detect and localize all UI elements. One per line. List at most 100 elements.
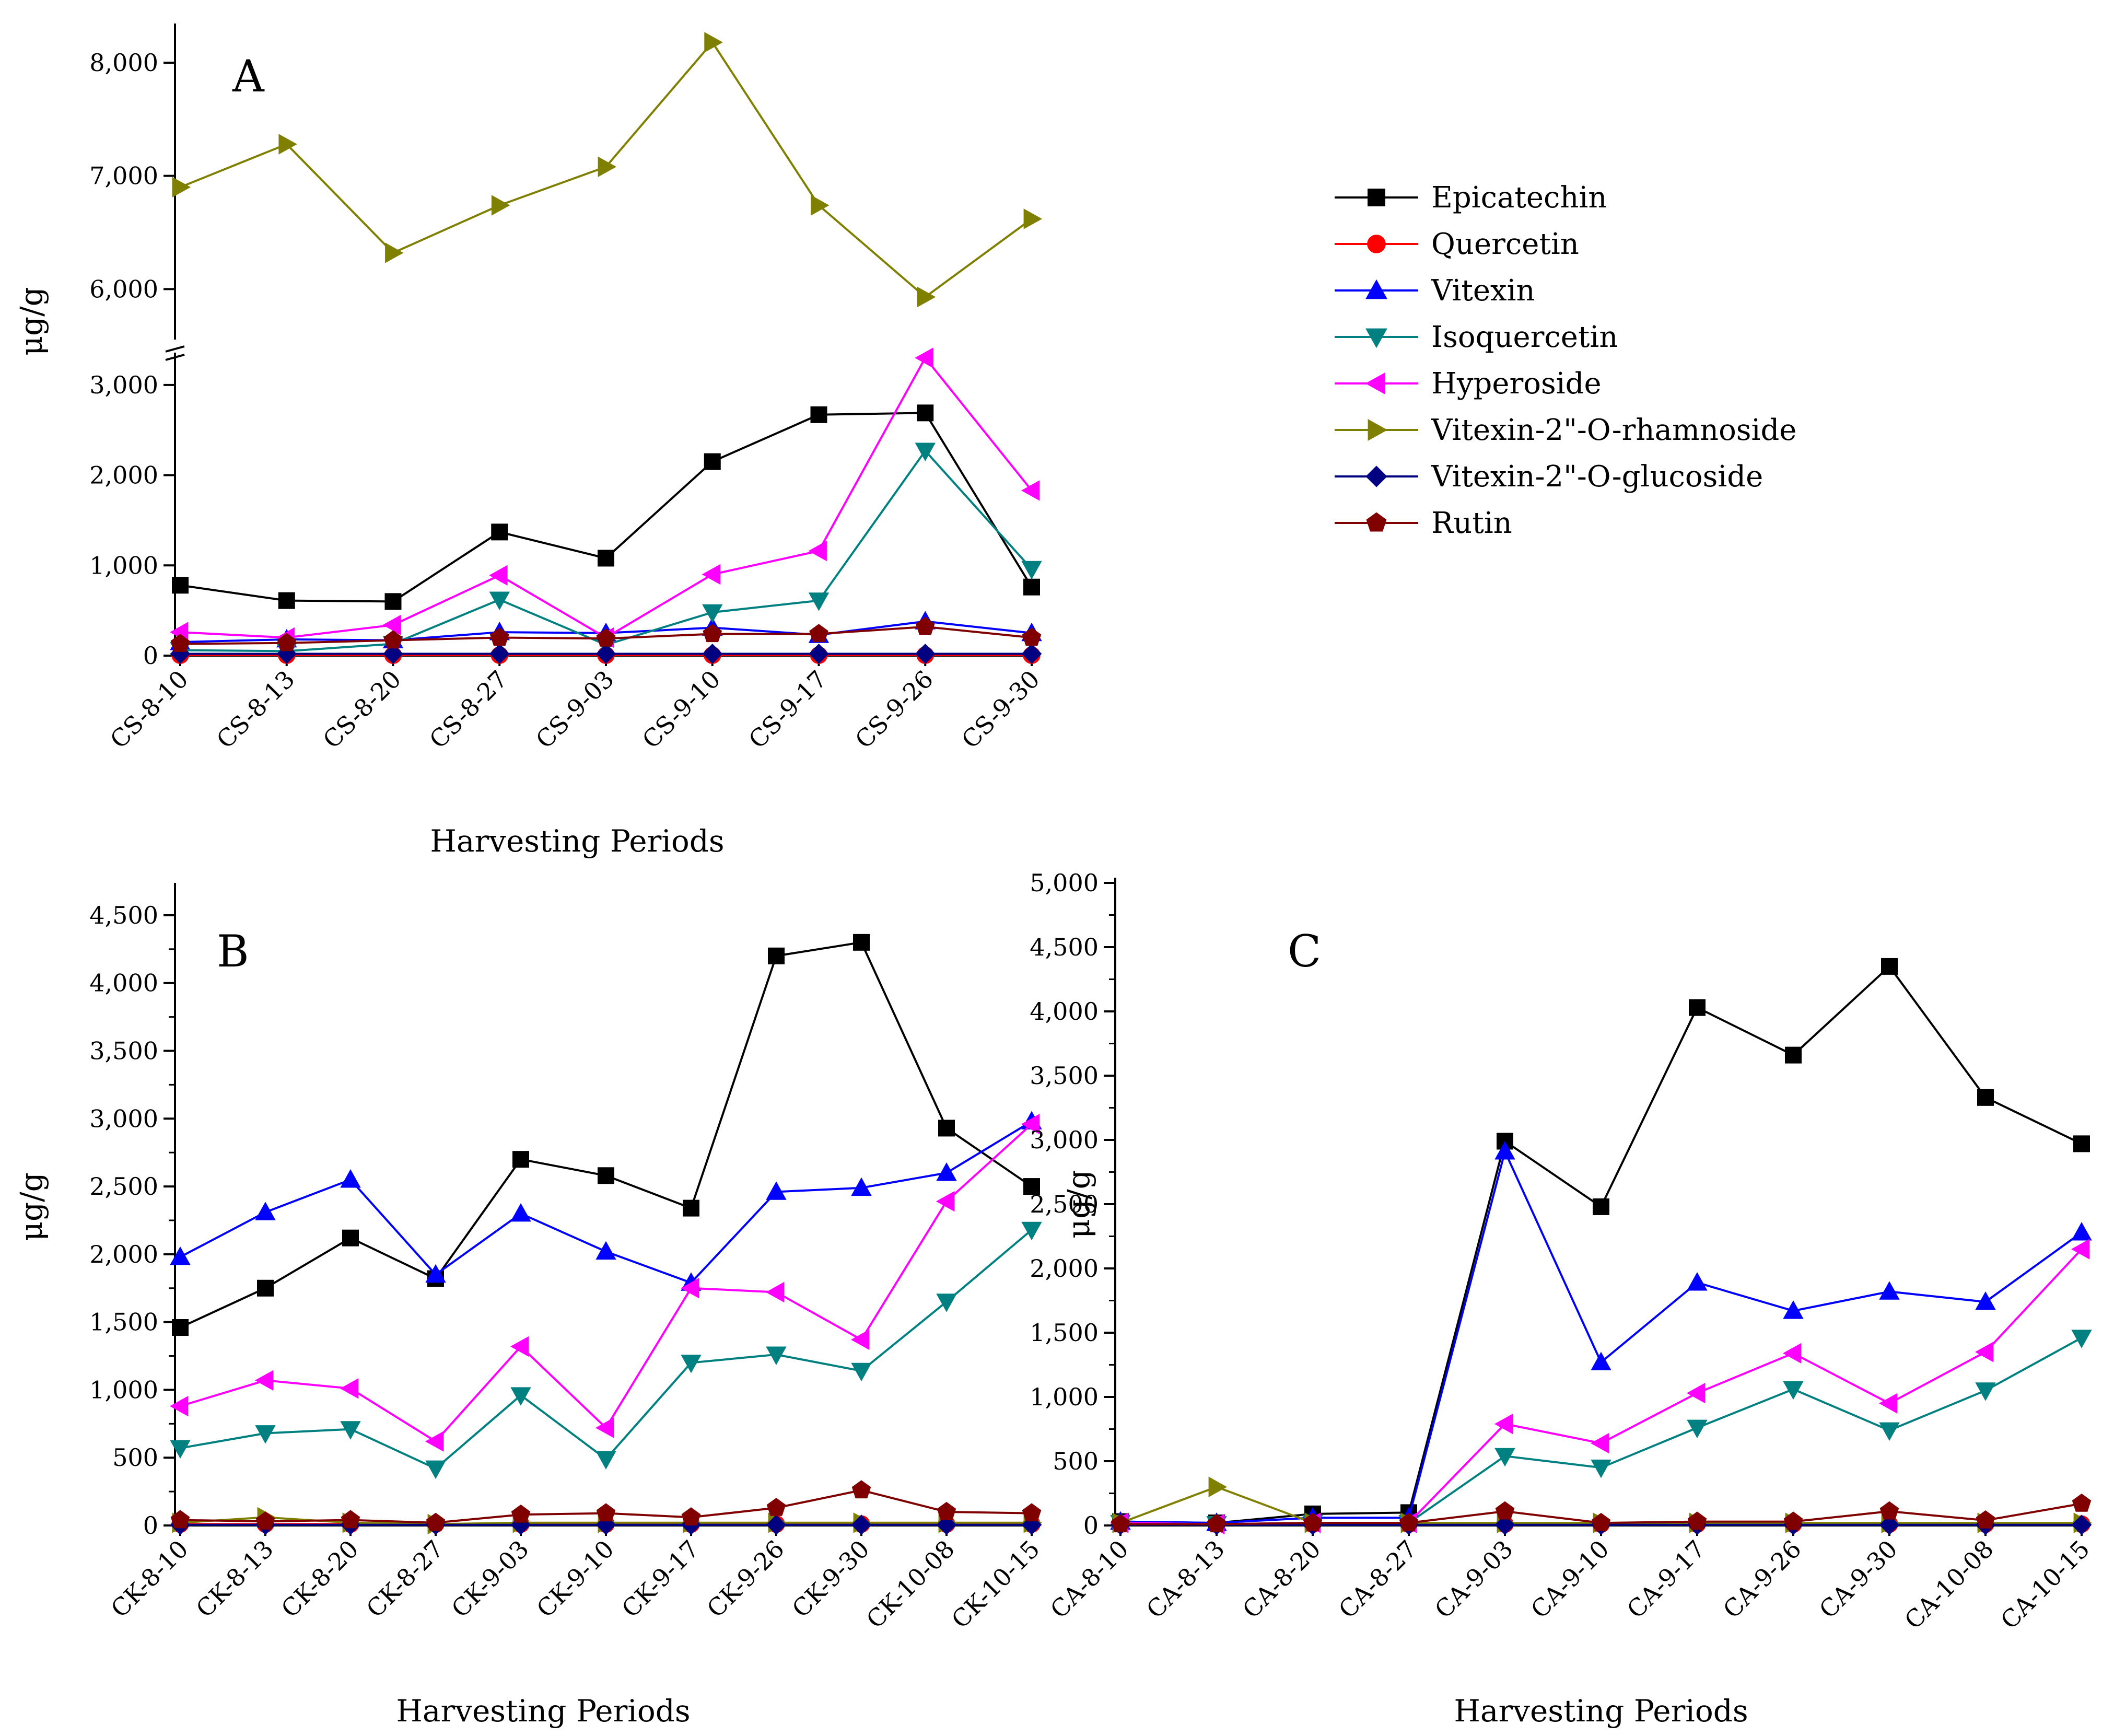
panel-b-data-point	[936, 1514, 957, 1535]
panel-b-x-axis-title: Harvesting Periods	[396, 1693, 690, 1729]
panel-c-data-point	[1783, 1381, 1804, 1400]
panel-a-data-point	[489, 644, 510, 664]
legend-swatch-marker	[1365, 328, 1387, 348]
panel-a-data-point	[1023, 208, 1043, 229]
panel-b-data-point	[512, 1151, 529, 1168]
panel-b-data-point	[938, 1120, 955, 1137]
panel-a-data-point	[702, 564, 721, 585]
panel-b-data-point	[170, 1510, 190, 1529]
panel-c-y-tick-label: 500	[1053, 1447, 1099, 1475]
panel-a-data-point	[1021, 480, 1040, 501]
panel-b-data-point	[1023, 1178, 1040, 1195]
panel-b-data-point	[766, 1498, 786, 1516]
panel-c-y-tick-label: 0	[1083, 1511, 1099, 1540]
legend-swatch-marker	[1366, 512, 1387, 532]
panel-a-data-point	[808, 540, 827, 562]
panel-a-x-axis-title: Harvesting Periods	[430, 823, 724, 859]
panel-a-data-point	[489, 627, 509, 646]
legend-swatch-marker	[1368, 419, 1388, 441]
panel-a-data-point	[1021, 644, 1042, 664]
panel-b-series-rutin	[170, 1480, 1042, 1531]
legend-label: Quercetin	[1431, 227, 1579, 261]
panel-a-y-tick-label: 7,000	[89, 162, 158, 190]
panel-a-series-vitexin-2-o-rhamnoside	[172, 32, 1043, 308]
panel-a-y-tick-label: 3,000	[89, 371, 158, 399]
legend-swatch-marker	[1368, 189, 1385, 206]
panel-b-y-tick-label: 2,000	[89, 1240, 158, 1268]
panel-b-data-point	[340, 1421, 361, 1440]
panel-b-data-point	[851, 1480, 871, 1499]
panel-b-data-point	[936, 1162, 957, 1181]
panel-c-data-point	[1976, 1510, 1995, 1529]
panel-a-data-point	[704, 453, 721, 470]
panel-c-data-point	[1208, 1476, 1228, 1497]
legend-entry-isoquercetin: Isoquercetin	[1335, 320, 1618, 354]
panel-c-data-point	[1111, 1514, 1130, 1533]
panel-a-data-point	[702, 604, 723, 623]
panel-b-data-point	[766, 1346, 787, 1365]
panel-a-data-point	[704, 32, 723, 53]
panel-a-data-point	[172, 177, 191, 197]
panel-c-y-tick-label: 1,500	[1030, 1319, 1099, 1347]
panel-b-data-point	[255, 1511, 275, 1530]
legend-swatch-marker	[1365, 465, 1387, 487]
panel-c-data-point	[2073, 1135, 2090, 1152]
panel-b-data-point	[765, 1281, 785, 1303]
panel-c-data-point	[1591, 1459, 1611, 1478]
panel-b-y-tick-label: 0	[143, 1511, 158, 1540]
panel-a-data-point	[703, 624, 722, 643]
panel-a-data-point	[1023, 578, 1040, 596]
panel-c-data-point	[1591, 1351, 1611, 1370]
panel-c-data-point	[1494, 1448, 1515, 1467]
panel-c-data-point	[1591, 1512, 1611, 1531]
panel-b-y-tick-label: 4,500	[89, 901, 158, 929]
panel-b-data-point	[511, 1504, 531, 1523]
legend-swatch-marker	[1365, 372, 1385, 394]
panel-b-letter: B	[217, 926, 249, 977]
panel-c-data-point	[2071, 1330, 2092, 1348]
panel-a-data-point	[170, 634, 190, 653]
panel-b-y-axis-title: μg/g	[14, 1172, 49, 1241]
panel-b-data-point	[937, 1501, 956, 1520]
panel-c-data-point	[2071, 1514, 2092, 1535]
legend-entry-vitexin-2-o-rhamnoside: Vitexin-2"-O-rhamnoside	[1335, 413, 1796, 447]
panel-a-data-point	[808, 592, 830, 611]
panel-b-data-point	[850, 1329, 870, 1350]
panel-b-data-point	[340, 1378, 359, 1399]
panel-c-data-point	[2071, 1222, 2092, 1241]
legend-entry-vitexin-2-o-glucoside: Vitexin-2"-O-glucoside	[1335, 460, 1763, 494]
panel-a-y-tick-label: 2,000	[89, 461, 158, 490]
panel-a-y-tick-label: 8,000	[89, 49, 158, 77]
panel-b-y-tick-label: 1,500	[89, 1308, 158, 1336]
panel-b-data-point	[853, 934, 870, 951]
panel-c-data-point	[1783, 1511, 1803, 1530]
panel-a-series-epicatechin	[172, 404, 1040, 610]
legend-entry-vitexin: Vitexin	[1335, 274, 1535, 308]
panel-c-y-tick-label: 3,500	[1030, 1062, 1099, 1090]
panel-a-letter: A	[232, 51, 265, 102]
panel-a-data-point	[915, 347, 933, 368]
panel-c-data-point	[1975, 1342, 1994, 1362]
panel-b-y-tick-label: 3,000	[89, 1104, 158, 1133]
panel-c-data-point	[1207, 1514, 1227, 1533]
panel-c-data-point	[1975, 1382, 1996, 1401]
panel-a-data-point	[1022, 627, 1042, 646]
panel-c-data-point	[2071, 1239, 2090, 1260]
panel-c-y-axis-title: μg/g	[1061, 1170, 1096, 1239]
panel-c-data-point	[1975, 1291, 1996, 1310]
panel-b-data-point	[425, 1460, 446, 1479]
panel-b-data-point	[1022, 1503, 1042, 1522]
panel-c-y-tick-label: 5,000	[1030, 869, 1099, 897]
legend-label: Vitexin	[1431, 274, 1535, 308]
panel-c-data-point	[1303, 1512, 1323, 1531]
panel-b-data-point	[342, 1229, 359, 1246]
panel-a-data-point	[917, 286, 936, 308]
panel-b-data-point	[170, 1440, 191, 1459]
panel-c-data-point	[1881, 958, 1898, 975]
panel-c-x-axis-title: Harvesting Periods	[1454, 1693, 1748, 1729]
legend-label: Rutin	[1431, 506, 1512, 540]
panel-b-data-point	[257, 1279, 274, 1297]
legend-label: Vitexin-2"-O-rhamnoside	[1431, 413, 1796, 447]
panel-b-data-point	[172, 1319, 189, 1336]
